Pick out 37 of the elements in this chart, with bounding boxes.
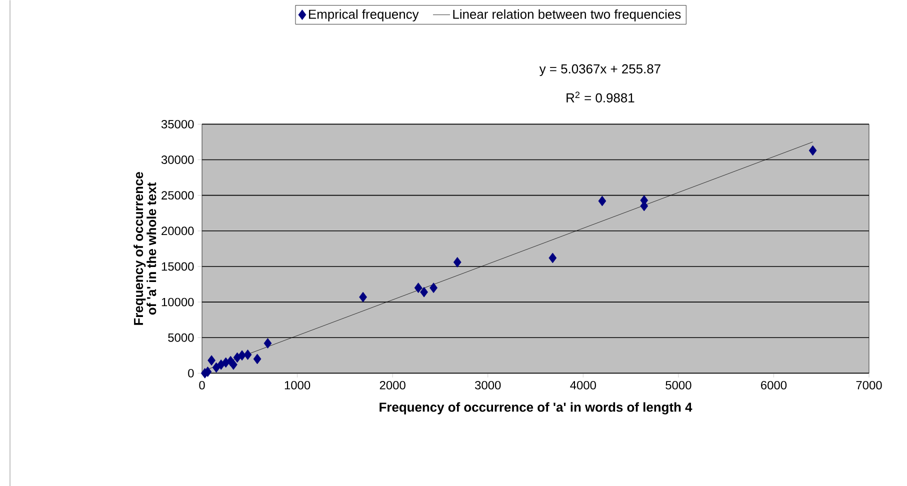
- point: [230, 359, 238, 370]
- y-tick-label: 30000: [161, 155, 194, 164]
- point: [414, 282, 422, 293]
- point: [548, 252, 557, 263]
- x-tick-label: 7000: [856, 380, 882, 390]
- legend-label: Emprical frequency: [309, 9, 419, 22]
- x-tick-label: 0: [199, 380, 205, 390]
- point: [264, 338, 272, 348]
- point: [430, 282, 438, 293]
- x-tick-label: 2000: [380, 380, 406, 390]
- y-tick-label: 35000: [161, 120, 194, 128]
- point: [420, 286, 428, 298]
- y-tick-label: 15000: [162, 262, 194, 271]
- text: y = 5.0367x + 255.87: [539, 64, 660, 76]
- y-axis-title: Frequency of occurrence of 'a' in the whole text: [134, 172, 156, 325]
- point: [212, 362, 220, 373]
- x-axis-title: Frequency of occurrence of 'a' in words of length 4: [380, 402, 692, 414]
- point: [208, 354, 216, 366]
- x-tick-label: 6000: [761, 380, 787, 390]
- y-tick-label: 5000: [168, 333, 194, 342]
- point: [238, 350, 246, 360]
- y-tick-label: 10000: [162, 298, 194, 306]
- x-tick-label: 1000: [284, 380, 310, 390]
- point: [453, 256, 462, 268]
- text: R$^{2}$ = 0.9881: [566, 91, 634, 102]
- legend-label: Linear relation between two frequencies: [453, 9, 681, 22]
- x-tick-label: 5000: [666, 380, 692, 390]
- x-tick-label: 3000: [475, 380, 501, 390]
- y-tick-label: 0: [188, 368, 194, 378]
- x-tick-label: 4000: [570, 380, 596, 390]
- y-tick-label: 25000: [162, 190, 194, 200]
- point: [359, 292, 367, 302]
- point: [598, 196, 606, 206]
- point: [253, 354, 262, 364]
- y-tick-label: 20000: [162, 226, 194, 235]
- point: [808, 145, 817, 156]
- point: [244, 349, 252, 360]
